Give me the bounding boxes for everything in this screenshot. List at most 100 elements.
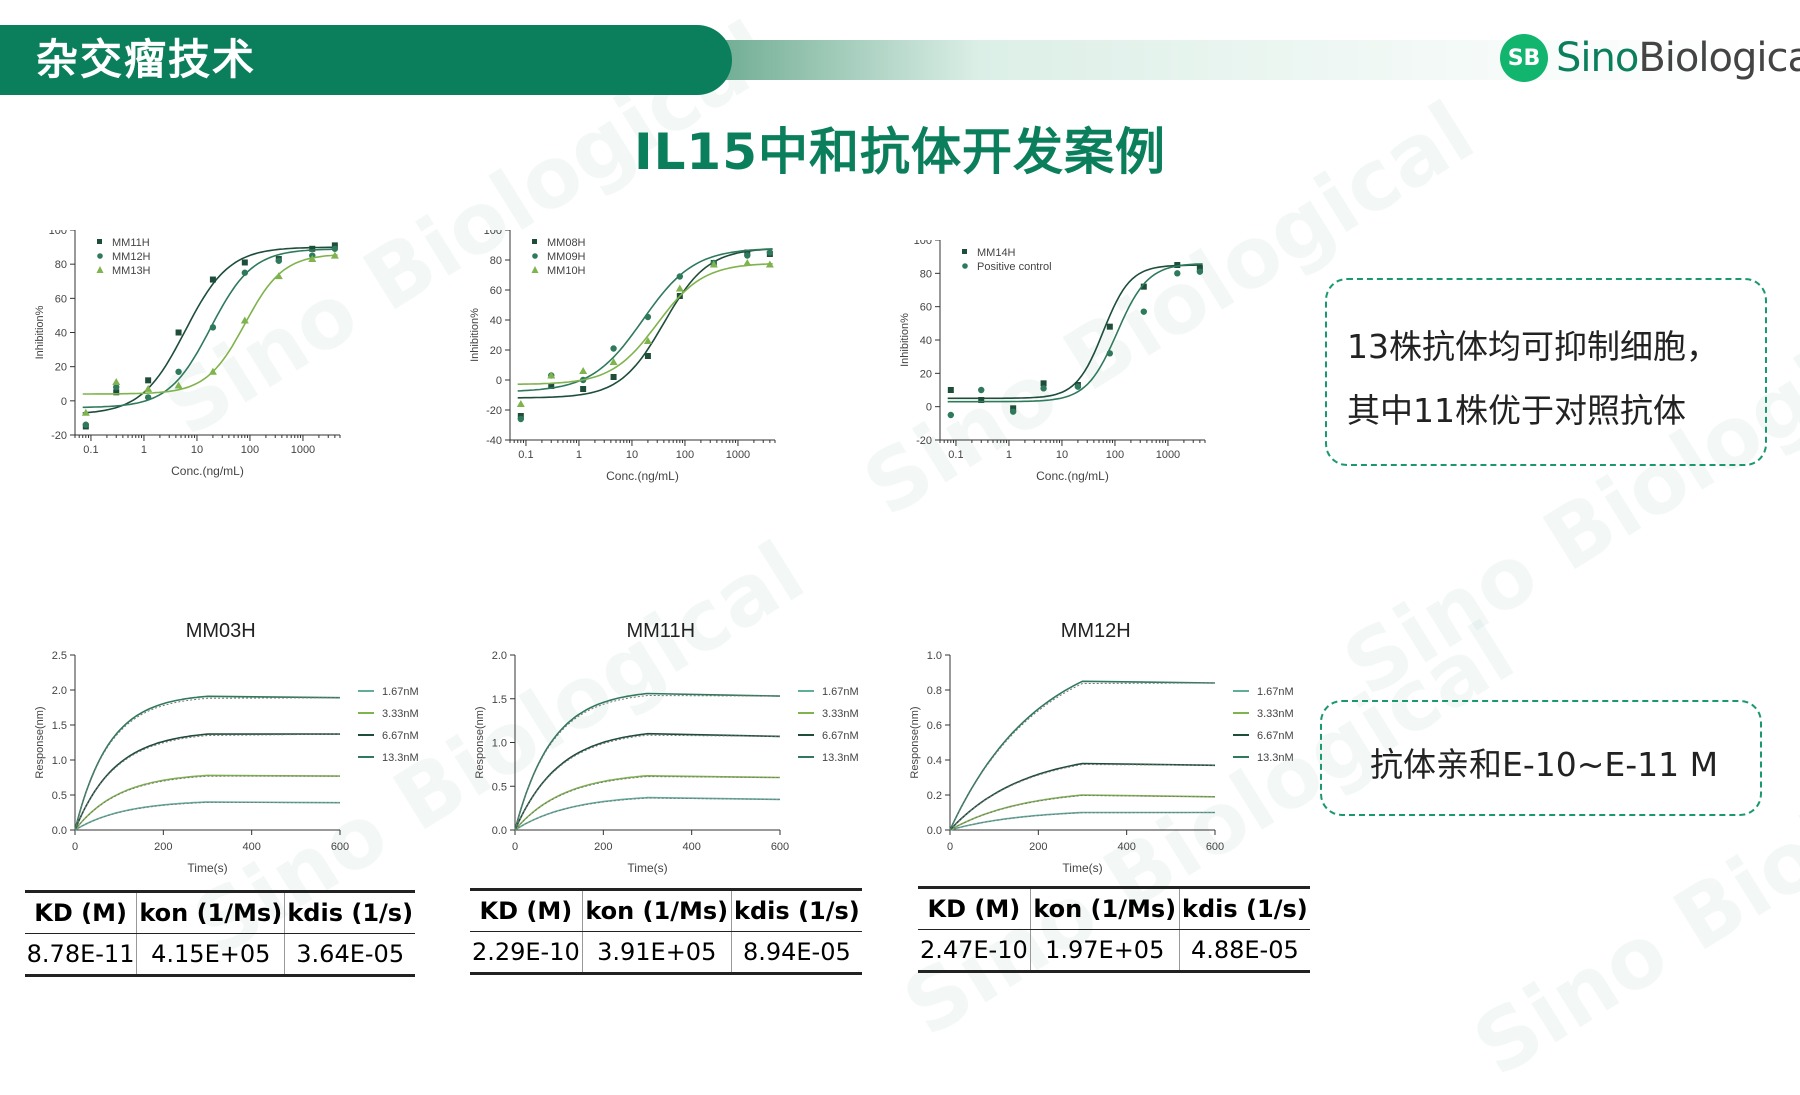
y-tick-label: 1.0 — [492, 738, 507, 750]
legend-label: MM09H — [547, 251, 586, 263]
data-point — [1040, 385, 1047, 392]
legend-label: 13.3nM — [822, 752, 859, 764]
data-point — [675, 284, 684, 292]
table-header-kon: kon (1/Ms) — [1029, 886, 1180, 930]
x-tick-label: 400 — [1117, 841, 1135, 853]
table-cell-kd: 2.29E-10 — [470, 931, 583, 975]
data-point — [676, 273, 684, 280]
x-tick-label: 100 — [241, 444, 259, 456]
legend-label: Positive control — [977, 261, 1052, 273]
data-point — [743, 259, 752, 266]
data-point — [1009, 408, 1017, 415]
x-tick-label: 1 — [576, 449, 582, 461]
y-tick-label: 0 — [496, 375, 502, 387]
kinetics-table-mm11h: KD (M) kon (1/Ms) kdis (1/s) 2.29E-10 3.… — [470, 888, 862, 975]
data-point — [1174, 270, 1181, 277]
header-band — [0, 25, 732, 95]
legend-label: 3.33nM — [1257, 708, 1294, 720]
y-tick-label: 0.4 — [927, 755, 942, 767]
fit-curve — [949, 682, 1216, 831]
table-header-kon: kon (1/Ms) — [581, 888, 732, 932]
table-header-kdis: kdis (1/s) — [1178, 886, 1310, 930]
y-tick-label: 1.5 — [492, 694, 507, 706]
y-tick-label: 0.2 — [927, 790, 942, 802]
y-axis-label: Inhibition% — [899, 313, 911, 367]
y-tick-label: 2.0 — [52, 685, 67, 697]
data-point — [309, 245, 316, 252]
y-tick-label: 40 — [55, 328, 67, 340]
inhibition-chart-2: -40 -20 0 20 40 60 80 100 0.1 1 10 100 1000 Conc.(ng/… — [469, 230, 776, 483]
x-tick-label: 0 — [947, 841, 953, 853]
y-tick-label: 0.5 — [52, 790, 67, 802]
y-tick-label: 2.0 — [492, 650, 507, 662]
x-tick-label: 600 — [771, 841, 789, 853]
y-axis-label: Response(nm) — [34, 706, 46, 778]
legend-label: MM10H — [547, 265, 586, 277]
y-tick-label: 0.8 — [927, 685, 942, 697]
data-point — [144, 394, 152, 401]
table-header-kdis: kdis (1/s) — [284, 890, 415, 934]
data-point — [1140, 283, 1147, 290]
table-cell-kdis: 3.64E-05 — [284, 933, 415, 977]
fit-curve — [514, 776, 781, 831]
y-tick-label: -20 — [486, 405, 502, 417]
x-tick-label: 100 — [676, 449, 694, 461]
table-cell-kdis: 4.88E-05 — [1178, 929, 1310, 973]
table-cell-kon: 3.91E+05 — [581, 931, 732, 975]
header-fade-bar — [560, 40, 1760, 80]
data-point — [145, 377, 152, 384]
x-tick-label: 10 — [626, 449, 638, 461]
y-tick-label: 1.5 — [52, 720, 67, 732]
data-point — [331, 245, 339, 252]
x-axis-label: Conc.(ng/mL) — [171, 464, 244, 478]
fit-curve — [74, 733, 341, 831]
fit-curve — [517, 263, 773, 385]
fit-curve — [74, 697, 341, 831]
x-tick-label: 1000 — [726, 449, 750, 461]
callout-line: 13株抗体均可抑制细胞， — [1347, 327, 1719, 366]
data-point — [610, 345, 617, 352]
y-tick-label: -40 — [486, 435, 502, 447]
inhibition-chart-3: -20 0 20 40 60 80 100 0.1 1 10 100 1000 Conc.(ng/mL)… — [899, 240, 1206, 483]
data-point — [175, 329, 182, 336]
fit-curve — [947, 263, 1203, 403]
table-header-kd: KD (M) — [918, 886, 1031, 930]
x-tick-label: 400 — [682, 841, 700, 853]
chart-title: MM12H — [1061, 620, 1131, 642]
binding-kinetics-chart-mm12h: MM12H 0.0 0.2 0.4 0.6 0.8 1.0 0 200 400 600 Time(s)… — [909, 620, 1294, 875]
data-point — [241, 269, 249, 276]
x-tick-label: 0 — [512, 841, 518, 853]
y-tick-label: -20 — [916, 435, 932, 447]
x-tick-label: 100 — [1106, 449, 1124, 461]
data-point — [308, 255, 317, 263]
x-tick-label: 200 — [1029, 841, 1047, 853]
legend-marker — [97, 239, 102, 244]
data-point — [331, 242, 338, 249]
response-curve — [514, 774, 781, 831]
y-tick-label: -20 — [51, 430, 67, 442]
x-axis-label: Time(s) — [187, 861, 227, 875]
y-tick-label: 20 — [920, 368, 932, 380]
legend-label: MM13H — [112, 265, 151, 277]
response-curve — [74, 801, 341, 831]
x-axis-label: Time(s) — [627, 861, 667, 875]
y-tick-label: 80 — [55, 259, 67, 271]
data-point — [947, 411, 955, 419]
chart-title: MM11H — [626, 620, 695, 642]
legend-marker — [97, 253, 103, 259]
data-point — [1196, 265, 1203, 272]
x-tick-label: 1000 — [1156, 449, 1180, 461]
y-tick-label: 60 — [490, 285, 502, 297]
legend-label: 6.67nM — [1257, 730, 1294, 742]
y-tick-label: 0.5 — [492, 781, 507, 793]
y-tick-label: 2.5 — [52, 650, 67, 662]
legend-label: 1.67nM — [1257, 686, 1294, 698]
fit-curve — [74, 801, 341, 831]
data-point — [113, 383, 120, 391]
y-tick-label: 0 — [61, 396, 67, 408]
table-cell-kdis: 8.94E-05 — [730, 931, 862, 975]
data-point — [175, 368, 182, 375]
y-tick-label: 100 — [49, 230, 67, 237]
data-point — [1040, 380, 1047, 387]
fit-curve — [947, 264, 1203, 400]
